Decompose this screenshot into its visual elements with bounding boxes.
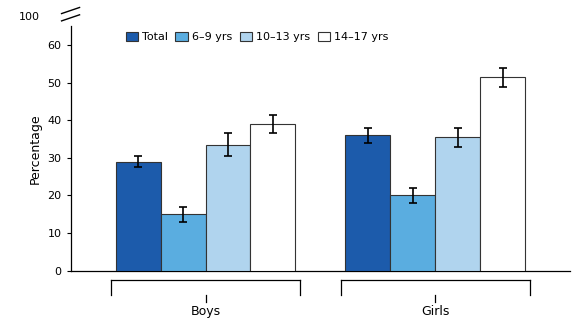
Bar bbox=[115, 162, 161, 271]
Bar bbox=[480, 77, 526, 271]
Legend: Total, 6–9 yrs, 10–13 yrs, 14–17 yrs: Total, 6–9 yrs, 10–13 yrs, 14–17 yrs bbox=[121, 27, 393, 47]
Y-axis label: Percentage: Percentage bbox=[29, 113, 42, 184]
Bar bbox=[345, 135, 390, 271]
Text: 100: 100 bbox=[19, 12, 39, 21]
Bar bbox=[161, 214, 206, 271]
Text: Girls: Girls bbox=[421, 305, 450, 318]
Bar bbox=[250, 124, 296, 271]
Text: Boys: Boys bbox=[191, 305, 220, 318]
Bar bbox=[206, 145, 250, 271]
Bar bbox=[435, 137, 480, 271]
Bar bbox=[390, 195, 435, 271]
